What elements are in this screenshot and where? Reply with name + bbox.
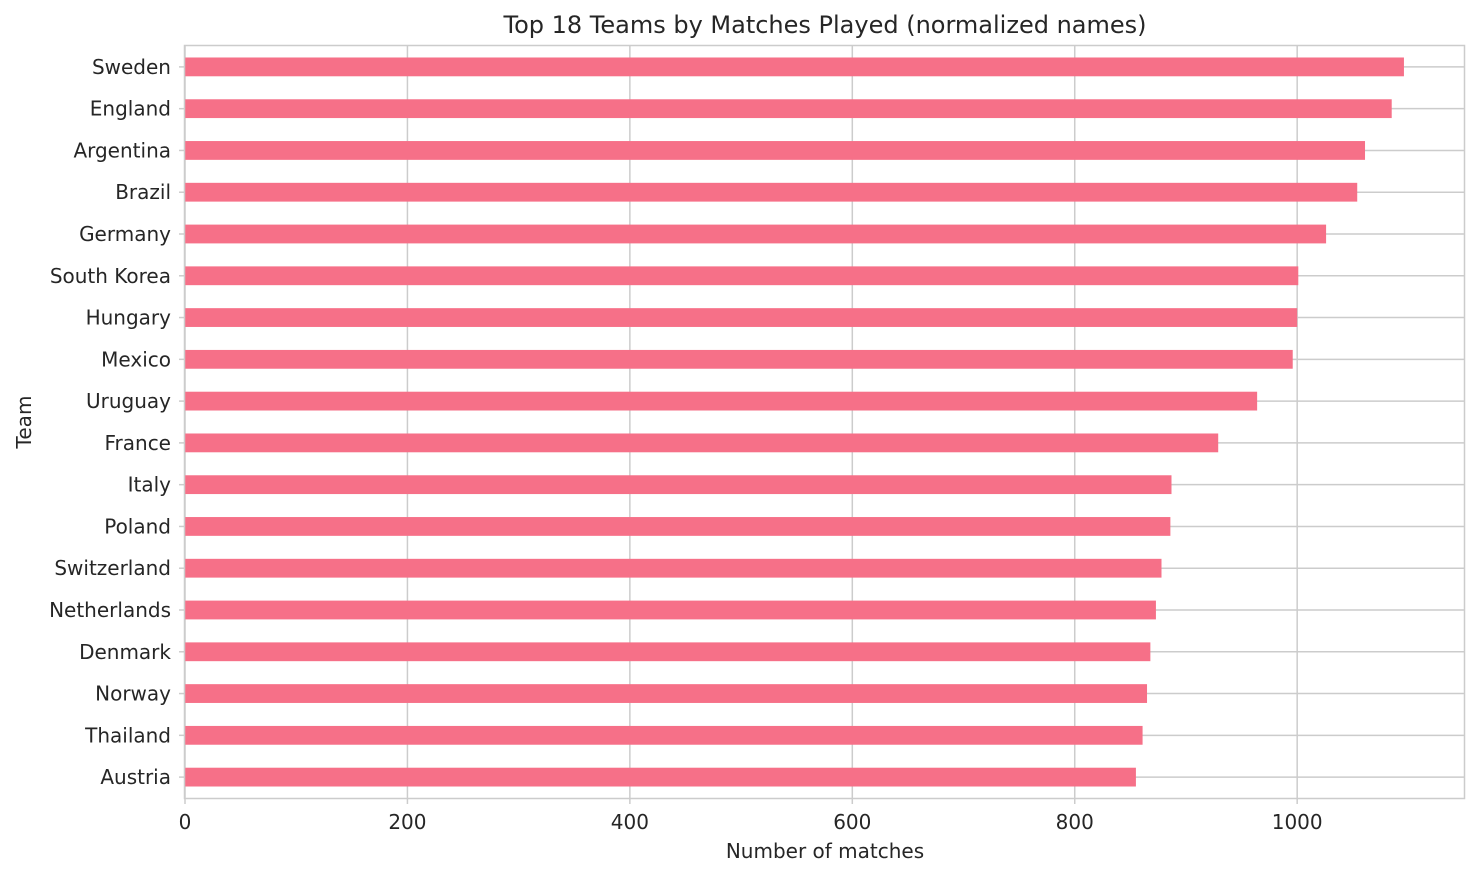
y-tick-label: France — [104, 431, 171, 455]
y-axis-label: Team — [12, 396, 36, 450]
bar-poland — [185, 517, 1171, 536]
bar-south-korea — [185, 266, 1299, 286]
plot-frame — [183, 44, 1466, 800]
x-axis-label: Number of matches — [726, 839, 924, 863]
y-tick-label: Italy — [128, 473, 172, 497]
y-tick-label: Netherlands — [49, 598, 171, 622]
y-tick-label: Thailand — [84, 723, 171, 747]
bar-norway — [185, 684, 1148, 703]
x-tick-label: 200 — [388, 810, 426, 834]
bar-netherlands — [185, 600, 1156, 620]
x-tick-label: 600 — [833, 810, 871, 834]
y-tick-label: Switzerland — [54, 556, 171, 580]
y-tick-label: Brazil — [115, 180, 171, 204]
x-tick-label: 800 — [1056, 810, 1094, 834]
y-tick-label: Mexico — [101, 347, 171, 371]
x-tick-label: 1000 — [1272, 810, 1323, 834]
bar-england — [185, 99, 1392, 119]
y-tick-label: Norway — [95, 682, 171, 706]
y-tick-label: England — [90, 97, 171, 121]
bar-italy — [185, 475, 1172, 495]
y-tick-label: Argentina — [73, 138, 171, 162]
y-tick-label: Uruguay — [86, 389, 171, 413]
y-tick-label: Sweden — [92, 55, 171, 79]
bar-hungary — [185, 308, 1298, 327]
bar-sweden — [185, 57, 1404, 77]
bar-france — [185, 433, 1219, 453]
bars — [185, 57, 1404, 787]
x-tick-label: 0 — [179, 810, 192, 834]
y-tick-label: Denmark — [79, 640, 171, 664]
y-tick-label: Hungary — [86, 306, 172, 330]
y-tick-label: Germany — [79, 222, 171, 246]
y-tick-label: South Korea — [50, 264, 171, 288]
y-tick-label: Poland — [104, 514, 171, 538]
bar-germany — [185, 224, 1327, 244]
bar-uruguay — [185, 391, 1258, 411]
bar-argentina — [185, 141, 1366, 160]
bar-mexico — [185, 349, 1293, 369]
x-tick-label: 400 — [611, 810, 649, 834]
bar-denmark — [185, 642, 1151, 662]
bar-austria — [185, 767, 1136, 787]
chart-title: Top 18 Teams by Matches Played (normaliz… — [502, 11, 1146, 39]
bar-thailand — [185, 725, 1143, 745]
y-tick-label: Austria — [100, 765, 171, 789]
y-tick-labels: Sweden England Argentina Brazil Germany South… — [49, 55, 185, 789]
bar-brazil — [185, 182, 1358, 202]
x-tick-labels: 0 200 400 600 800 1000 — [179, 798, 1323, 834]
bar-switzerland — [185, 558, 1162, 578]
